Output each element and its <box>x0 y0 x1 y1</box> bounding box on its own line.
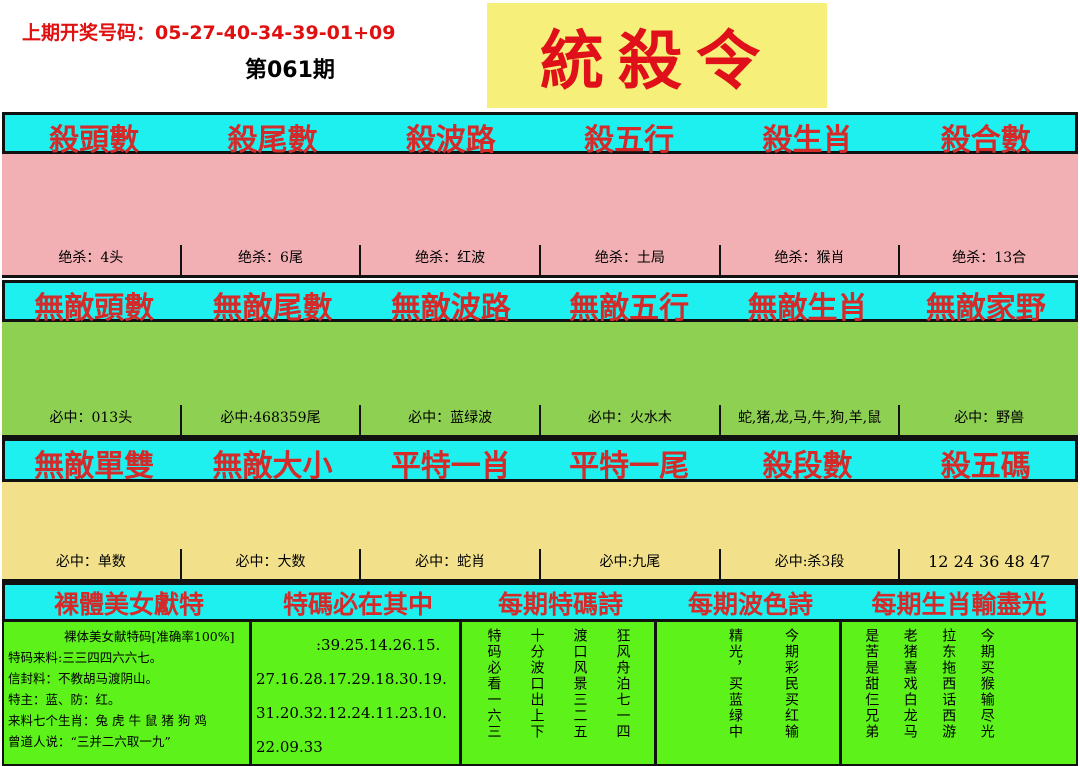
title: 無敵家野 <box>925 291 1046 326</box>
last-draw-numbers: 上期开奖号码：05-27-40-34-39-01+09 <box>22 22 396 44</box>
row3-header: 無敵單雙 無敵大小 平特一肖 平特一尾 殺段數 殺五碼 <box>2 438 1078 484</box>
poem-line: 特码必看一六三 <box>485 628 502 740</box>
poem-line: 拉东拖西话西游 <box>940 628 957 740</box>
title: 無敵單雙 <box>34 449 155 484</box>
issue-number: 第061期 <box>245 58 335 83</box>
title: 無敵大小 <box>212 449 333 484</box>
title: 無敵尾數 <box>212 291 333 326</box>
poem-line: 今期彩民买红输 <box>783 628 799 740</box>
title: 殺五碼 <box>940 449 1031 484</box>
value: 必中：蛇肖 <box>361 549 542 579</box>
poem-line: 今期买猴输尽光 <box>978 628 995 740</box>
title: 無敵波路 <box>390 291 511 326</box>
value: 绝杀：4头 <box>2 245 182 275</box>
text-line: 特码来料:三三四四六六七。 <box>8 650 163 665</box>
bottom-panels: 裸体美女献特码[准确率100%] 特码来料:三三四四六六七。 信封料：不教胡马渡… <box>2 620 1078 766</box>
row2-values: 必中：013头 必中:468359尾 必中：蓝绿波 必中：火水木 蛇,猪,龙,马,牛,狗… <box>2 322 1078 438</box>
value: 绝杀：红波 <box>361 245 542 275</box>
value: 12 24 36 48 47 <box>928 552 1051 571</box>
title: 每期波色詩 <box>687 590 813 619</box>
title: 平特一肖 <box>390 449 511 484</box>
number-line: 22.09.33 <box>256 738 323 756</box>
value: 必中:九尾 <box>541 549 721 579</box>
title: 殺尾數 <box>227 123 318 158</box>
logo: 統殺令 <box>487 3 827 108</box>
value: 绝杀：土局 <box>541 245 721 275</box>
poem-line: 精光，买蓝绿中 <box>727 628 743 740</box>
value: 必中：蓝绿波 <box>361 405 542 435</box>
color-poem: 精光，买蓝绿中 今期彩民买红输 <box>657 622 842 764</box>
row1-values: 绝杀：4头 绝杀：6尾 绝杀：红波 绝杀：土局 绝杀：猴肖 绝杀：13合 <box>2 154 1078 278</box>
poem-line: 狂风舟泊七一四 <box>614 628 631 740</box>
value: 蛇,猪,龙,马,牛,狗,羊,鼠 <box>721 405 901 435</box>
value: 绝杀：13合 <box>952 250 1027 266</box>
value: 绝杀：6尾 <box>182 245 362 275</box>
title: 殺段數 <box>762 449 853 484</box>
zodiac-poem: 是苦是甜仨兄弟 老猪喜戏白龙马 拉东拖西话西游 今期买猴输尽光 <box>842 622 1076 764</box>
poem-line: 十分波口出上下 <box>528 628 545 740</box>
number-line: :39.25.14.26.15. <box>316 636 441 654</box>
row2-header: 無敵頭數 無敵尾數 無敵波路 無敵五行 無敵生肖 無敵家野 <box>2 280 1078 326</box>
row3-values: 必中：单数 必中：大数 必中：蛇肖 必中:九尾 必中:杀3段 12 24 36 48 47 <box>2 482 1078 582</box>
poem-line: 是苦是甜仨兄弟 <box>863 628 880 740</box>
value: 必中：火水木 <box>541 405 721 435</box>
value: 必中：单数 <box>2 549 182 579</box>
text-line: 信封料：不教胡马渡阴山。 <box>8 671 159 686</box>
text-line: 裸体美女献特码[准确率100%] <box>64 629 235 644</box>
title: 殺波路 <box>405 123 496 158</box>
special-code-panel: 裸体美女献特码[准确率100%] 特码来料:三三四四六六七。 信封料：不教胡马渡… <box>4 622 252 764</box>
poem-line: 渡口风景三二五 <box>571 628 588 740</box>
title: 每期生肖輸盡光 <box>871 590 1047 619</box>
title: 殺合數 <box>940 123 1031 158</box>
value: 必中：大数 <box>182 549 362 579</box>
text-line: 曾道人说：“三并二六取一九” <box>8 734 171 749</box>
text-line: 特主：蓝、防：红。 <box>8 692 121 707</box>
title: 殺生肖 <box>762 123 853 158</box>
title: 每期特碼詩 <box>497 590 623 619</box>
title: 無敵頭數 <box>34 291 155 326</box>
title: 殺五行 <box>584 123 675 158</box>
special-poem: 特码必看一六三 十分波口出上下 渡口风景三二五 狂风舟泊七一四 <box>462 622 657 764</box>
row1-header: 殺頭數 殺尾數 殺波路 殺五行 殺生肖 殺合數 <box>2 112 1078 158</box>
text-line: 来料七个生肖：兔 虎 牛 鼠 猪 狗 鸡 <box>8 713 207 728</box>
numbers-panel: :39.25.14.26.15. 27.16.28.17.29.18.30.19… <box>252 622 462 764</box>
value: 必中:杀3段 <box>721 549 901 579</box>
title: 平特一尾 <box>569 449 690 484</box>
title: 殺頭數 <box>49 123 140 158</box>
value: 必中:468359尾 <box>182 405 362 435</box>
value: 必中：013头 <box>2 405 182 435</box>
title: 無敵五行 <box>569 291 690 326</box>
number-line: 31.20.32.12.24.11.23.10. <box>256 704 447 722</box>
value: 绝杀：猴肖 <box>721 245 901 275</box>
value: 必中：野兽 <box>954 410 1025 426</box>
number-line: 27.16.28.17.29.18.30.19. <box>256 670 447 688</box>
title: 特碼必在其中 <box>282 590 433 619</box>
row4-header: 裸體美女獻特 特碼必在其中 每期特碼詩 每期波色詩 每期生肖輸盡光 <box>2 582 1078 622</box>
title: 裸體美女獻特 <box>53 590 204 619</box>
title: 無敵生肖 <box>747 291 868 326</box>
poem-line: 老猪喜戏白龙马 <box>901 628 918 740</box>
